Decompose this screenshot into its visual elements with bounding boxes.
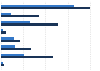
Bar	[0, 23, 58, 26]
Bar	[0, 15, 39, 17]
Bar	[0, 13, 11, 15]
Bar	[0, 7, 90, 9]
Bar	[0, 64, 4, 66]
Bar	[0, 5, 74, 7]
Bar	[0, 56, 53, 58]
Bar	[0, 54, 24, 56]
Bar	[0, 29, 3, 31]
Bar	[0, 48, 31, 50]
Bar	[0, 21, 30, 23]
Bar	[0, 45, 15, 48]
Bar	[0, 37, 14, 40]
Bar	[0, 62, 3, 64]
Bar	[0, 31, 6, 34]
Bar	[0, 40, 20, 42]
